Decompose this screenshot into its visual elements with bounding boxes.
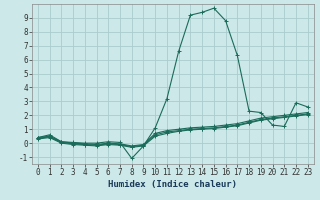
X-axis label: Humidex (Indice chaleur): Humidex (Indice chaleur) (108, 180, 237, 189)
